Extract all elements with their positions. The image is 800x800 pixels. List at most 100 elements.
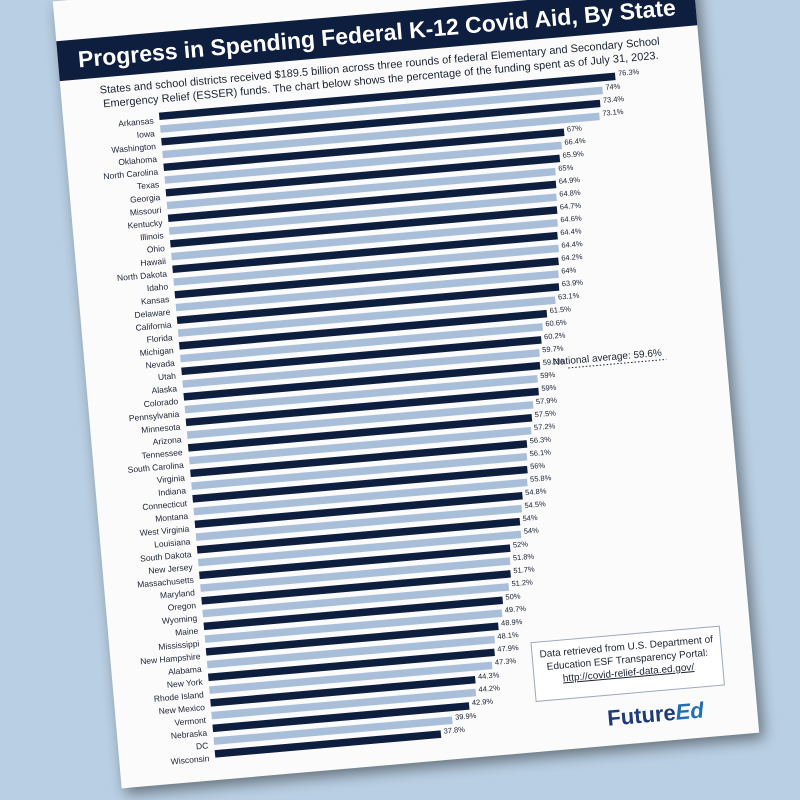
- category-label: Arkansas: [118, 116, 154, 129]
- national-average-line: [568, 358, 667, 369]
- category-label: Connecticut: [142, 498, 188, 512]
- value-label: 56%: [530, 461, 546, 471]
- bar-39: [202, 583, 510, 618]
- value-label: 59.6%: [542, 356, 564, 367]
- category-label: Florida: [146, 332, 173, 344]
- category-label: New Jersey: [148, 562, 194, 576]
- value-label: 51.7%: [513, 564, 535, 575]
- category-label: Idaho: [146, 281, 168, 293]
- value-label: 56.1%: [529, 447, 551, 458]
- value-label: 63.9%: [561, 278, 583, 289]
- value-label: 54.8%: [525, 486, 547, 497]
- category-label: Delaware: [134, 307, 171, 320]
- value-label: 54%: [523, 526, 539, 536]
- category-label: Oklahoma: [118, 154, 158, 167]
- bar-18: [178, 309, 548, 350]
- category-label: South Carolina: [127, 460, 184, 475]
- category-label: Oregon: [167, 600, 196, 612]
- value-label: 48.1%: [497, 630, 519, 641]
- bar-chart: Arkansas 76.3% Iowa 74% Washington 73.4% Oklah…: [103, 67, 667, 766]
- bar-20: [181, 336, 542, 376]
- bar-7: [166, 167, 556, 210]
- category-label: North Dakota: [117, 269, 168, 283]
- bar-27: [189, 426, 532, 465]
- category-label: Wyoming: [161, 613, 197, 626]
- bar-8: [167, 180, 557, 223]
- bar-25: [186, 401, 534, 439]
- value-label: 57.9%: [536, 395, 558, 406]
- bar-32: [194, 491, 523, 529]
- category-label: New York: [166, 677, 203, 690]
- value-label: 64.6%: [560, 213, 582, 224]
- logo-text-future: Future: [606, 699, 677, 731]
- category-label: DC: [196, 740, 209, 751]
- bar-40: [203, 596, 504, 631]
- value-label: 54%: [522, 513, 538, 523]
- bar-42: [205, 622, 499, 656]
- value-label: 64.2%: [561, 252, 583, 263]
- value-label: 73.4%: [603, 94, 625, 105]
- value-label: 47.9%: [497, 643, 519, 654]
- value-label: 44.2%: [478, 683, 500, 694]
- value-label: 39.9%: [455, 711, 477, 722]
- value-label: 59%: [541, 383, 557, 393]
- bar-30: [192, 465, 528, 503]
- national-average-label: National average: 59.6%: [552, 348, 662, 369]
- category-label: Minnesota: [141, 422, 181, 435]
- bar-14: [174, 257, 559, 299]
- bar-21: [182, 349, 540, 388]
- bar-38: [201, 570, 511, 605]
- bar-22: [183, 361, 541, 401]
- bar-41: [204, 609, 503, 643]
- category-label: Rhode Island: [153, 689, 204, 703]
- bar-0: [158, 72, 616, 121]
- category-label: Montana: [155, 511, 189, 524]
- category-label: Colorado: [143, 396, 179, 409]
- bar-15: [175, 270, 559, 312]
- value-label: 74%: [605, 82, 621, 92]
- bar-45: [209, 661, 493, 694]
- value-label: 51.2%: [511, 577, 533, 588]
- category-label: South Dakota: [140, 549, 192, 563]
- category-label: Kansas: [140, 294, 169, 306]
- bar-13: [173, 244, 559, 286]
- bar-48: [212, 702, 470, 733]
- value-label: 64.4%: [560, 226, 582, 237]
- value-label: 52%: [513, 539, 529, 549]
- category-label: Maine: [175, 626, 199, 638]
- category-label: Nebraska: [170, 728, 207, 741]
- value-label: 63.1%: [558, 291, 580, 302]
- value-label: 65%: [558, 163, 574, 173]
- category-label: Iowa: [136, 128, 155, 140]
- bar-10: [170, 206, 558, 248]
- category-label: Tennessee: [141, 447, 183, 461]
- bar-36: [199, 544, 511, 580]
- category-label: Alabama: [168, 664, 203, 677]
- value-label: 50%: [505, 591, 521, 601]
- category-label: Vermont: [174, 715, 207, 728]
- category-label: Georgia: [130, 192, 161, 205]
- bar-26: [187, 414, 533, 452]
- category-label: California: [135, 320, 172, 333]
- value-label: 37.8%: [443, 725, 465, 736]
- value-label: 47.3%: [494, 656, 516, 667]
- category-label: Louisiana: [154, 536, 191, 549]
- bar-29: [191, 453, 528, 490]
- category-label: Nevada: [145, 358, 175, 371]
- bar-16: [176, 283, 560, 325]
- bar-5: [164, 141, 563, 184]
- bar-31: [193, 478, 528, 516]
- logo-text-ed: Ed: [674, 697, 705, 725]
- value-label: 48.9%: [501, 617, 523, 628]
- value-label: 64.7%: [559, 201, 581, 212]
- bar-37: [200, 557, 511, 592]
- value-label: 57.5%: [534, 408, 556, 419]
- bar-33: [195, 504, 523, 541]
- value-label: 44.3%: [478, 670, 500, 681]
- bar-34: [196, 517, 521, 554]
- value-label: 51.8%: [512, 552, 534, 563]
- category-label: Michigan: [139, 345, 174, 358]
- value-label: 59%: [540, 370, 556, 380]
- category-label: Pennsylvania: [128, 409, 180, 423]
- category-label: Indiana: [158, 485, 187, 497]
